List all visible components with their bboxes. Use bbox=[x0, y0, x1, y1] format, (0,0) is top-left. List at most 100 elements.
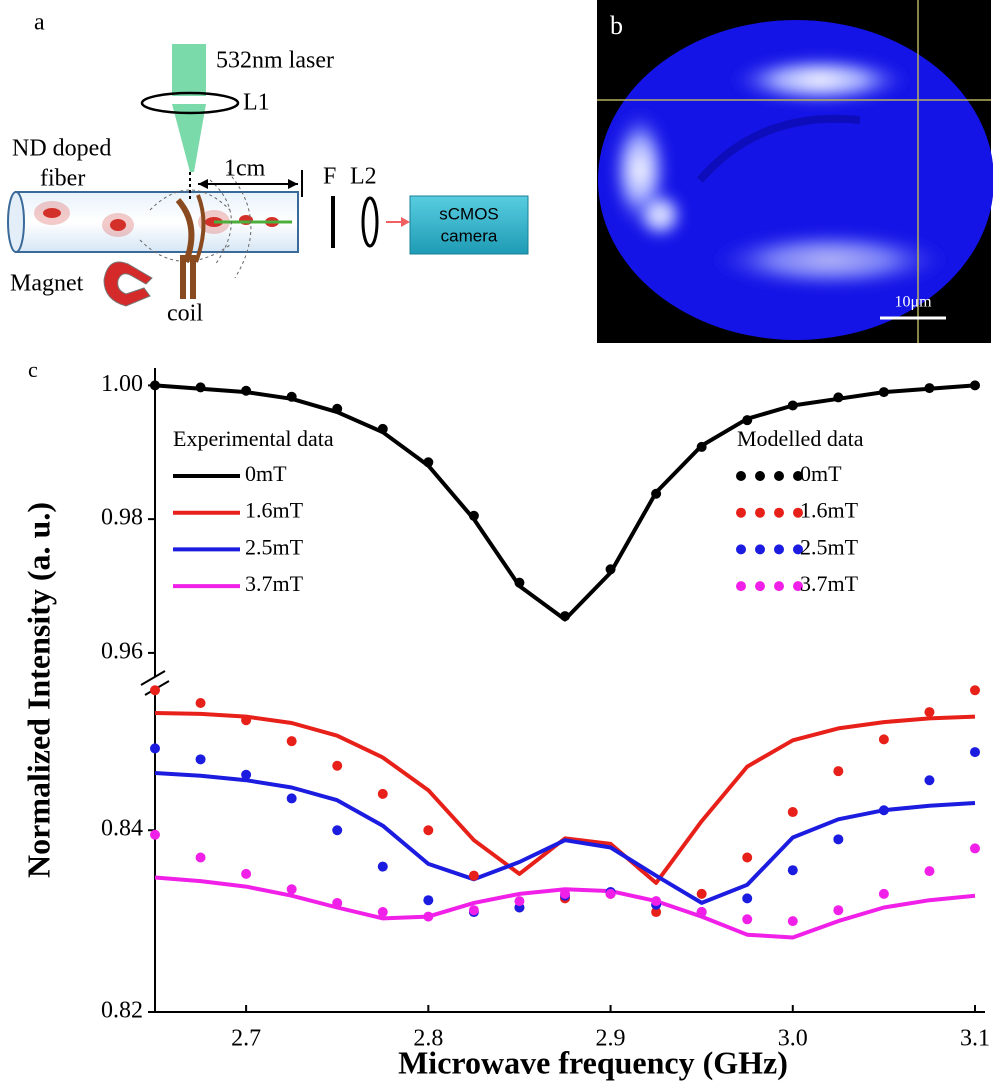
legend-label: 0mT bbox=[800, 461, 842, 486]
arrow-head bbox=[198, 179, 208, 189]
data-dot bbox=[924, 866, 935, 877]
arrow-head bbox=[288, 179, 298, 189]
data-dot bbox=[423, 457, 434, 468]
camera-label: sCMOS bbox=[439, 204, 499, 223]
laser-beam bbox=[172, 44, 206, 96]
y-tick-label: 1.00 bbox=[101, 371, 143, 397]
laser-cone bbox=[172, 104, 206, 172]
data-dot bbox=[514, 896, 525, 907]
data-dot bbox=[696, 441, 707, 452]
data-dot bbox=[468, 905, 479, 916]
data-dot bbox=[286, 793, 297, 804]
laser-label: 532nm laser bbox=[216, 48, 334, 74]
lens-label: L2 bbox=[350, 164, 377, 190]
data-dot bbox=[878, 805, 889, 816]
data-dot bbox=[605, 564, 616, 575]
data-dot bbox=[833, 392, 844, 403]
y-tick-label: 0.84 bbox=[101, 816, 143, 842]
data-dot bbox=[924, 707, 935, 718]
data-line bbox=[154, 875, 976, 940]
lens-l2 bbox=[361, 196, 379, 248]
data-dot bbox=[286, 736, 297, 747]
legend-swatch bbox=[774, 544, 784, 555]
y-axis-title: Normalized Intensity (a. u.) bbox=[20, 502, 56, 878]
data-dot bbox=[195, 697, 206, 708]
data-dot bbox=[150, 829, 160, 840]
legend-swatch bbox=[774, 581, 784, 592]
data-dot bbox=[514, 577, 525, 588]
legend-title: Modelled data bbox=[737, 426, 864, 451]
legend-label: 2.5mT bbox=[245, 534, 304, 559]
data-dot bbox=[150, 743, 160, 754]
data-dot bbox=[742, 852, 753, 863]
data-dot bbox=[787, 400, 798, 411]
data-dot bbox=[605, 888, 616, 899]
legend-label: 1.6mT bbox=[245, 498, 304, 523]
data-dot bbox=[150, 685, 160, 696]
lens-label: L1 bbox=[243, 90, 270, 116]
data-dot bbox=[377, 907, 388, 918]
legend-label: 1.6mT bbox=[800, 498, 859, 523]
lens-l1 bbox=[140, 91, 240, 115]
data-dot bbox=[468, 510, 479, 521]
dark-arc bbox=[696, 114, 861, 183]
data-dot bbox=[241, 769, 252, 780]
legend-label: 3.7mT bbox=[800, 571, 859, 596]
data-dot bbox=[332, 760, 343, 771]
x-tick-label: 2.9 bbox=[596, 1026, 626, 1052]
data-dot bbox=[878, 888, 889, 899]
legend-swatch bbox=[755, 507, 765, 518]
y-tick-label: 0.96 bbox=[101, 638, 143, 664]
x-tick-label: 3.1 bbox=[960, 1026, 990, 1052]
data-dot bbox=[195, 852, 206, 863]
data-dot bbox=[241, 715, 252, 726]
data-dot bbox=[332, 403, 343, 414]
data-dot bbox=[468, 870, 479, 881]
data-dot bbox=[651, 896, 662, 907]
data-dot bbox=[924, 383, 935, 394]
legend-swatch bbox=[755, 544, 765, 555]
bright-regions bbox=[610, 55, 950, 290]
legend-swatch bbox=[793, 507, 803, 518]
data-dot bbox=[742, 415, 753, 426]
data-dot bbox=[787, 865, 798, 876]
axis-break bbox=[140, 670, 166, 686]
data-dot bbox=[970, 380, 980, 391]
data-dot bbox=[696, 888, 707, 899]
data-dot bbox=[924, 775, 935, 786]
legend-swatch bbox=[774, 507, 784, 518]
camera-label: camera bbox=[441, 226, 498, 245]
data-line bbox=[154, 711, 976, 885]
legend-swatch bbox=[793, 471, 803, 481]
legend-swatch bbox=[736, 471, 746, 481]
data-dot bbox=[787, 807, 798, 818]
data-dot bbox=[742, 893, 753, 904]
data-dot bbox=[377, 423, 388, 434]
coil-label: coil bbox=[167, 301, 203, 327]
data-dot bbox=[241, 868, 252, 879]
x-tick-label: 2.7 bbox=[231, 1026, 261, 1052]
magnet-label: Magnet bbox=[10, 271, 84, 297]
data-dot bbox=[560, 888, 570, 899]
filter-label: F bbox=[323, 164, 336, 190]
legend-swatch bbox=[755, 581, 765, 592]
data-dot bbox=[423, 825, 434, 836]
data-dot bbox=[377, 861, 388, 872]
legend-swatch bbox=[774, 471, 784, 481]
data-dot bbox=[195, 754, 206, 765]
data-dot bbox=[696, 907, 707, 918]
data-dot bbox=[241, 385, 252, 396]
coil bbox=[194, 194, 206, 263]
arrow-head bbox=[401, 217, 410, 227]
data-dot bbox=[878, 734, 889, 745]
legend-swatch bbox=[793, 544, 803, 555]
coil bbox=[175, 198, 195, 264]
data-dot bbox=[970, 843, 980, 854]
legend-label: 0mT bbox=[245, 461, 287, 486]
fiber-end bbox=[7, 191, 25, 253]
y-tick-label: 0.98 bbox=[101, 505, 143, 531]
data-dot bbox=[377, 788, 388, 799]
data-dot bbox=[286, 884, 297, 895]
scale-bar-label: 10μm bbox=[894, 294, 932, 311]
